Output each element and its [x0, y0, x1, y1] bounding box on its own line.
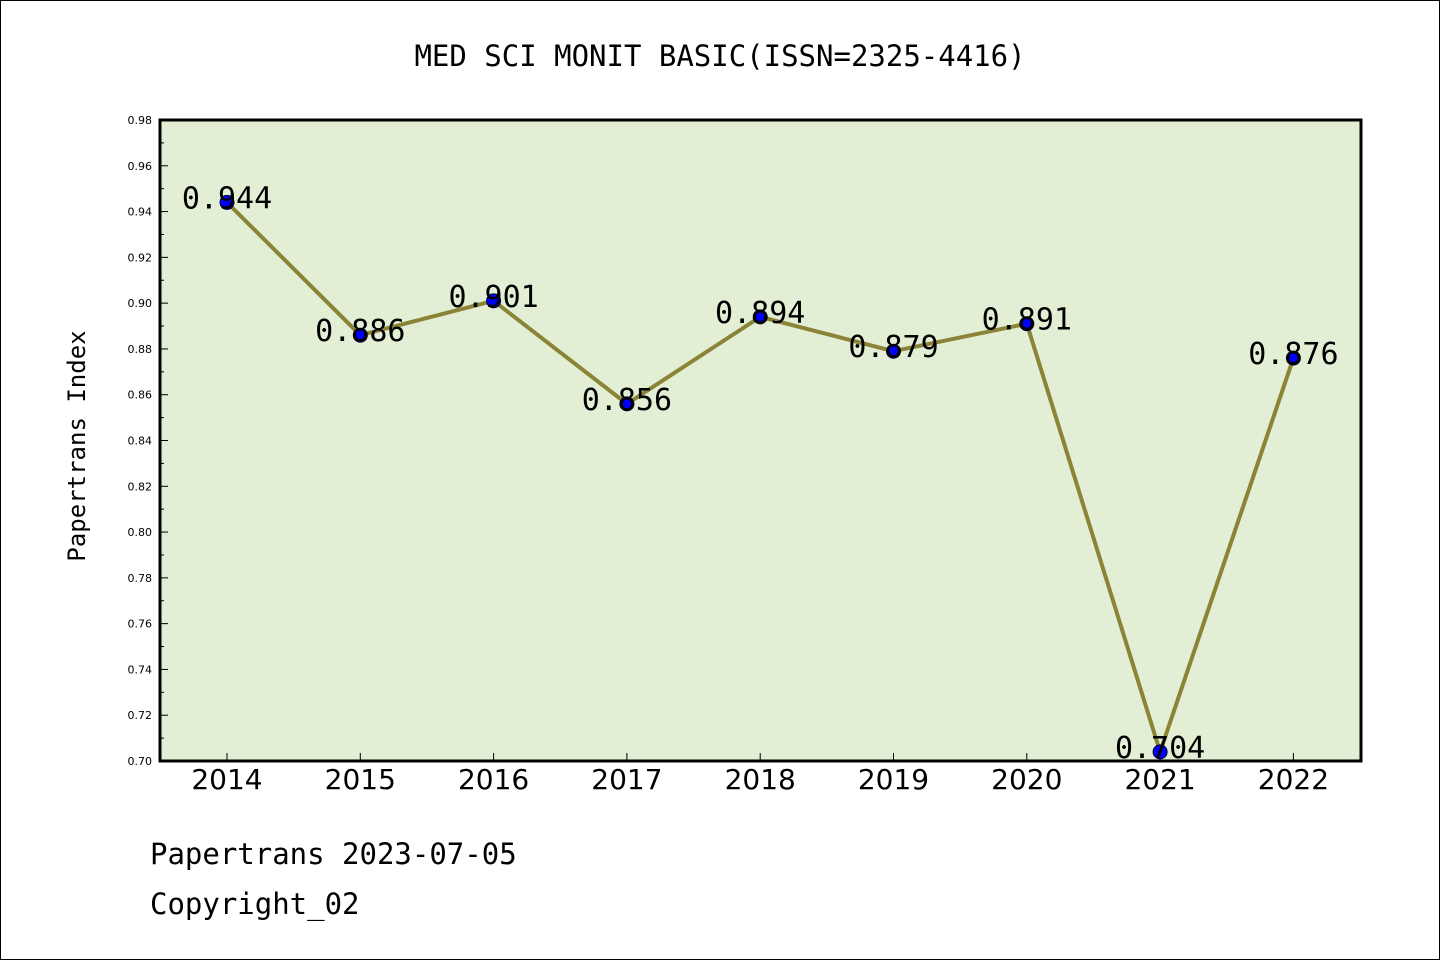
x-tick-label: 2018 — [725, 763, 796, 796]
data-point — [886, 343, 901, 359]
y-tick-label: 0.74 — [128, 663, 153, 676]
y-tick-label: 0.84 — [128, 435, 153, 448]
data-label: 0.876 — [1248, 337, 1338, 372]
x-tick-label: 2014 — [191, 763, 262, 796]
data-label: 0.886 — [315, 314, 405, 349]
x-axis-ticks: 2014 2015 2016 2017 2018 2019 2020 2021 2022 — [191, 753, 1329, 796]
data-label: 0.879 — [848, 330, 938, 365]
y-tick-label: 0.70 — [128, 755, 153, 768]
y-tick-label: 0.94 — [128, 206, 153, 219]
data-label: 0.894 — [715, 296, 805, 331]
data-label: 0.856 — [582, 383, 672, 418]
data-label: 0.944 — [182, 181, 272, 216]
data-point — [219, 194, 235, 210]
plot-area — [160, 120, 1361, 761]
x-tick-label: 2021 — [1124, 763, 1195, 796]
plot-border — [158, 118, 1363, 763]
x-tick-label: 2022 — [1258, 763, 1329, 796]
data-point — [486, 293, 502, 309]
x-tick-label: 2020 — [991, 763, 1062, 796]
y-tick-label: 0.86 — [128, 389, 153, 402]
y-tick-label: 0.72 — [128, 709, 153, 722]
y-tick-label: 0.78 — [128, 572, 153, 585]
data-label: 0.891 — [982, 303, 1072, 338]
series-group — [219, 194, 1301, 760]
y-tick-label: 0.90 — [128, 297, 153, 310]
y-axis-label: Papertrans Index — [63, 330, 91, 561]
x-tick-label: 2019 — [858, 763, 929, 796]
y-tick-label: 0.88 — [128, 343, 153, 356]
data-point — [1285, 350, 1301, 366]
y-tick-label: 0.96 — [128, 160, 153, 173]
x-tick-label: 2017 — [591, 763, 662, 796]
data-labels: 0.9440.8860.9010.8560.8940.8790.8910.704… — [182, 181, 1339, 765]
footer-date: Papertrans 2023-07-05 — [150, 837, 517, 871]
data-point — [752, 309, 768, 325]
y-tick-label: 0.92 — [128, 251, 153, 264]
footer-copyright: Copyright_02 — [150, 887, 360, 922]
y-tick-label: 0.82 — [128, 480, 153, 493]
chart-title: MED SCI MONIT BASIC(ISSN=2325-4416) — [414, 39, 1025, 73]
y-tick-label: 0.80 — [128, 526, 153, 539]
data-point — [1019, 316, 1035, 332]
x-tick-label: 2016 — [458, 763, 529, 796]
y-tick-label: 0.98 — [128, 114, 153, 127]
data-point — [619, 396, 635, 412]
data-point — [352, 327, 368, 343]
y-tick-label: 0.76 — [128, 618, 153, 631]
data-point — [1152, 744, 1168, 760]
data-label: 0.901 — [448, 280, 538, 315]
x-tick-label: 2015 — [325, 763, 396, 796]
